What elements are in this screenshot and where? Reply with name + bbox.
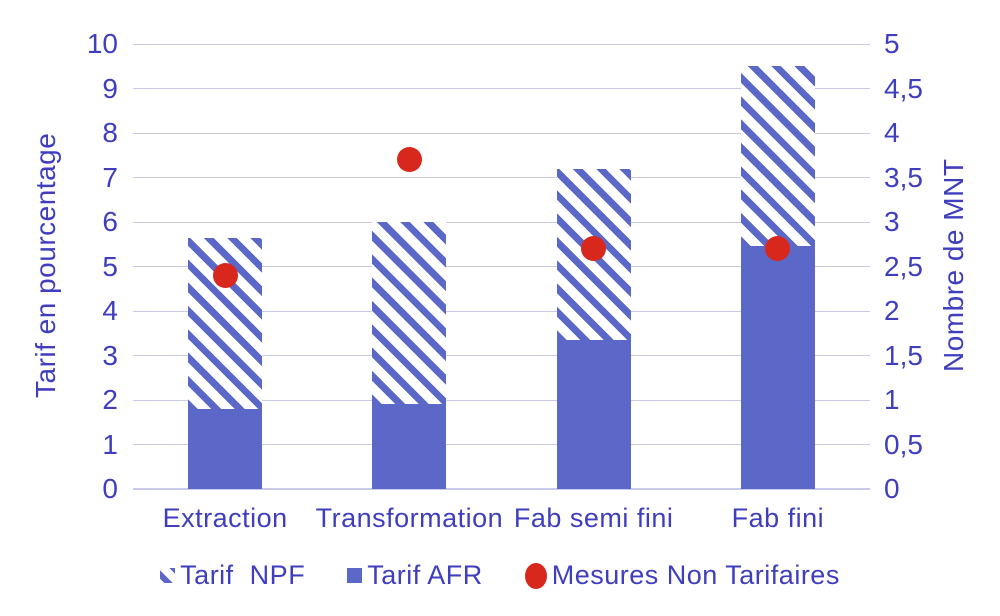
right-axis-tick-0: 0 bbox=[884, 473, 900, 504]
solid-swatch-icon bbox=[347, 568, 363, 583]
mnt-dot-3 bbox=[765, 236, 791, 262]
gridline-5 bbox=[133, 266, 870, 267]
gridline-4 bbox=[133, 310, 870, 312]
gridline-1 bbox=[133, 444, 870, 445]
right-axis-tick-4: 2 bbox=[884, 295, 900, 326]
left-axis-tick-6: 6 bbox=[102, 206, 118, 237]
legend-label-tarif-npf: Tarif NPF bbox=[180, 560, 306, 590]
left-axis-tick-4: 4 bbox=[102, 295, 118, 326]
bar-npf-3 bbox=[740, 66, 815, 247]
gridline-3 bbox=[133, 355, 870, 356]
mnt-dot-1 bbox=[396, 147, 422, 173]
left-axis-tick-2: 2 bbox=[102, 384, 118, 415]
left-axis-tick-0: 0 bbox=[102, 473, 118, 504]
left-axis-tick-8: 8 bbox=[102, 117, 118, 148]
left-axis-tick-10: 10 bbox=[86, 28, 118, 59]
right-axis-title: Nombre de MNT bbox=[938, 158, 969, 372]
hatched-swatch-icon bbox=[160, 568, 176, 583]
right-axis-tick-2: 1 bbox=[884, 384, 900, 415]
red-dot-swatch-icon bbox=[524, 562, 547, 589]
left-axis-tick-5: 5 bbox=[102, 250, 118, 282]
x-axis-label-1: Transformation bbox=[315, 503, 504, 533]
bar-afr-0 bbox=[188, 408, 263, 489]
right-axis-tick-9: 4,5 bbox=[884, 72, 923, 104]
gridline-8 bbox=[133, 132, 870, 134]
legend-item-tarif-afr: Tarif AFR bbox=[347, 560, 483, 591]
x-axis-label-2: Fab semi fini bbox=[513, 503, 674, 533]
legend-item-tarif-npf: Tarif NPF bbox=[160, 560, 305, 591]
mnt-dot-2 bbox=[581, 236, 607, 262]
left-axis-title: Tarif en pourcentage bbox=[30, 132, 61, 398]
legend-label-mnt: Mesures Non Tarifaires bbox=[551, 560, 840, 590]
x-axis-label-0: Extraction bbox=[162, 503, 288, 533]
bar-afr-1 bbox=[372, 404, 447, 489]
gridline-2 bbox=[133, 399, 870, 401]
bar-afr-3 bbox=[740, 246, 815, 489]
right-axis-tick-1: 0,5 bbox=[884, 428, 923, 460]
right-axis-tick-6: 3 bbox=[884, 206, 900, 237]
left-axis-tick-1: 1 bbox=[102, 428, 118, 460]
legend: Tarif NPF Tarif AFR Mesures Non Tarifair… bbox=[0, 560, 1000, 591]
left-axis-tick-9: 9 bbox=[102, 72, 118, 104]
right-axis-tick-8: 4 bbox=[884, 117, 900, 148]
gridline-9 bbox=[133, 88, 870, 89]
gridline-0 bbox=[133, 488, 870, 490]
right-axis-tick-7: 3,5 bbox=[884, 161, 923, 193]
mnt-dot-0 bbox=[212, 262, 238, 288]
gridline-7 bbox=[133, 177, 870, 178]
bar-afr-2 bbox=[556, 339, 631, 489]
left-axis-tick-7: 7 bbox=[102, 161, 118, 193]
right-axis-tick-3: 1,5 bbox=[884, 339, 923, 371]
gridline-10 bbox=[133, 43, 870, 45]
legend-label-tarif-afr: Tarif AFR bbox=[367, 560, 483, 590]
right-axis-tick-5: 2,5 bbox=[884, 250, 923, 282]
gridline-6 bbox=[133, 221, 870, 223]
bar-npf-1 bbox=[372, 222, 447, 405]
x-axis-label-3: Fab fini bbox=[731, 503, 825, 533]
right-axis-tick-10: 5 bbox=[884, 28, 900, 59]
legend-item-mnt: Mesures Non Tarifaires bbox=[524, 560, 840, 591]
left-axis-tick-3: 3 bbox=[102, 339, 118, 371]
